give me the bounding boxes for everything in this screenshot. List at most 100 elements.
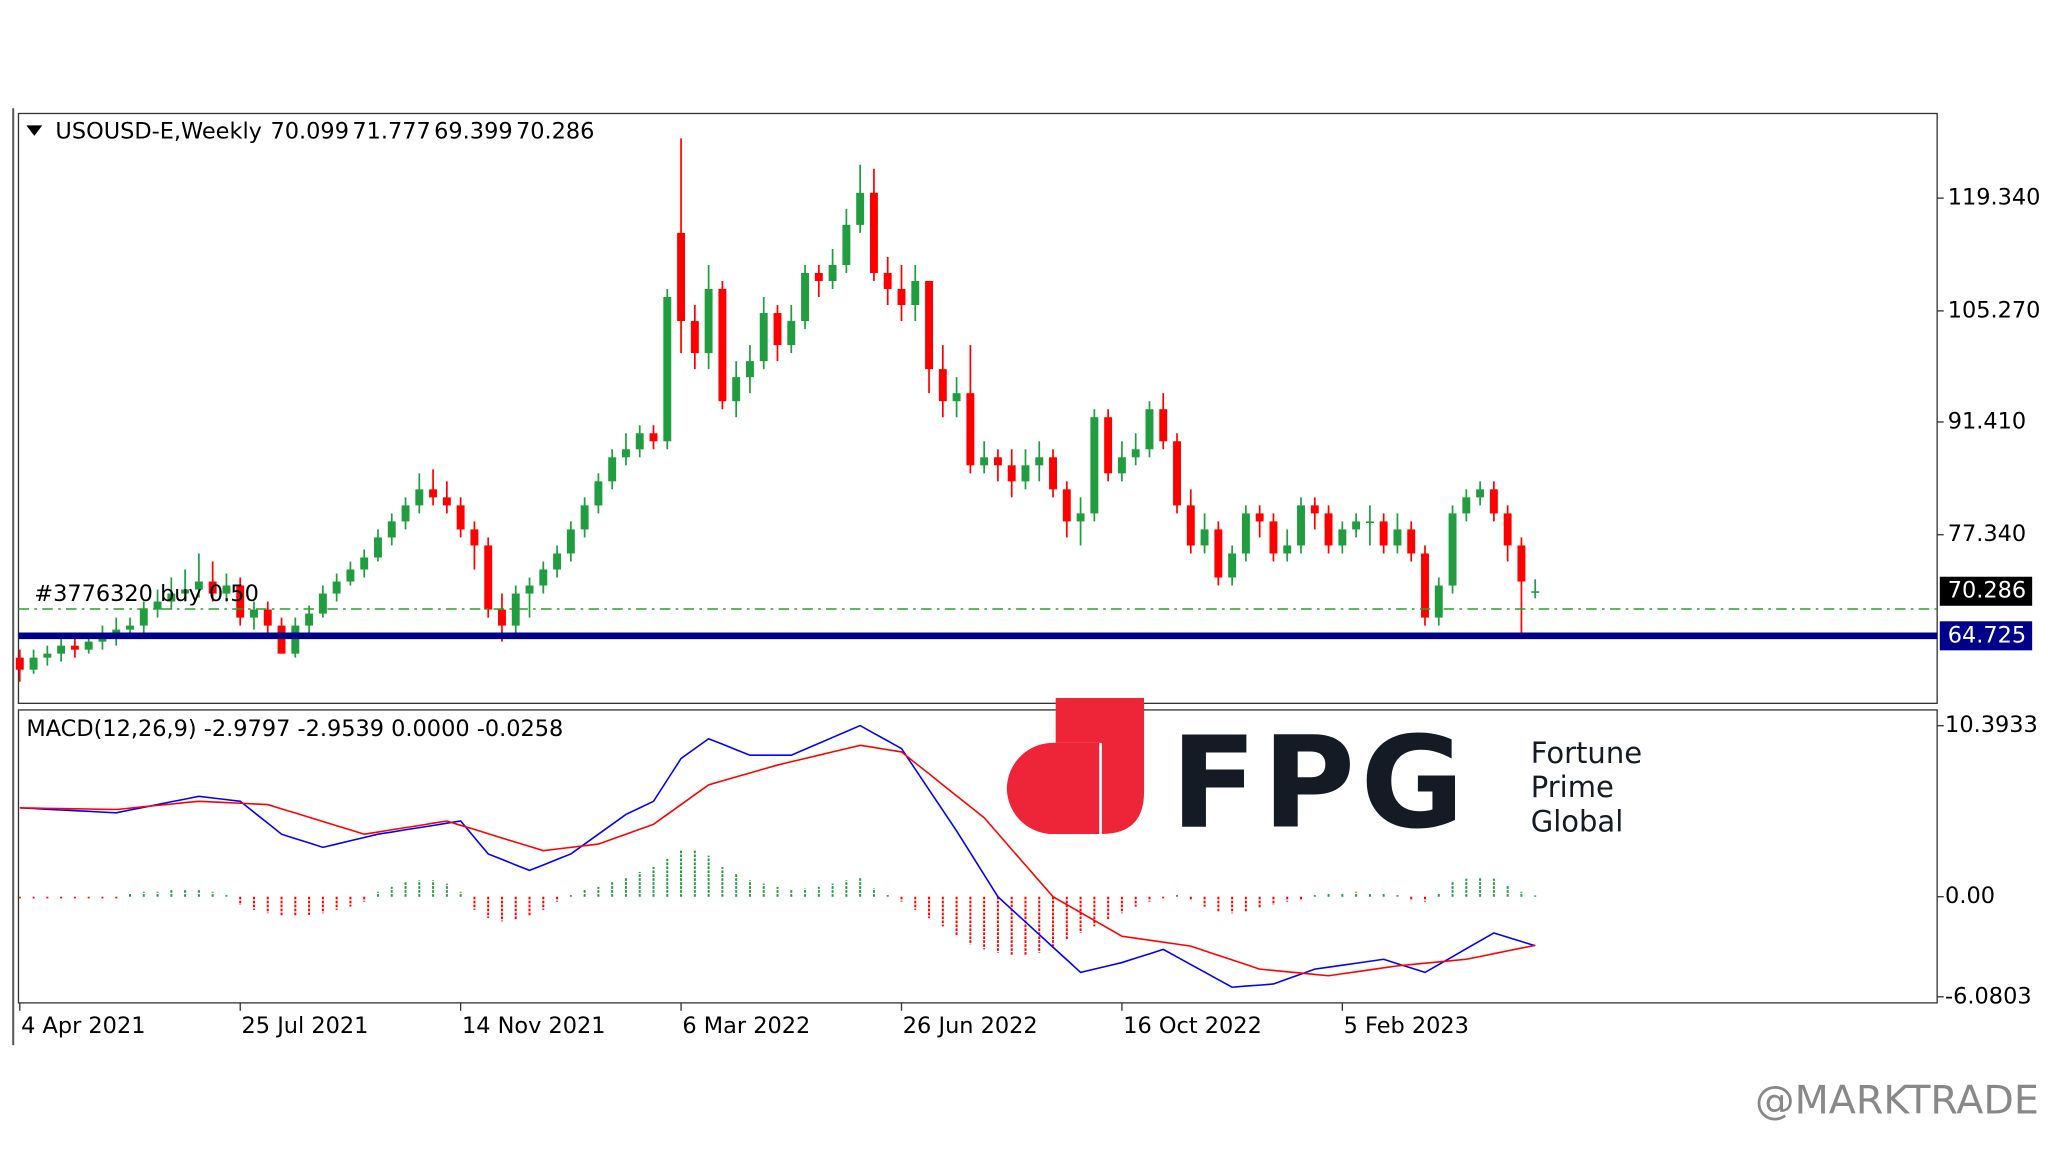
candle-body	[1214, 529, 1223, 578]
candle-body	[1503, 513, 1512, 546]
candle-body	[1062, 489, 1071, 522]
candle-body	[70, 645, 79, 650]
candle-body	[580, 505, 589, 530]
candle-body	[1365, 521, 1374, 523]
x-tick-label: 25 Jul 2021	[242, 1013, 369, 1039]
candle-body	[814, 272, 823, 281]
candle-body	[84, 641, 93, 650]
macd-line	[19, 724, 1536, 989]
candle-body	[980, 457, 989, 466]
candle-body	[883, 272, 892, 289]
y-tick-label: 105.270	[1948, 297, 2041, 323]
x-tick-label: 4 Apr 2021	[21, 1013, 145, 1039]
candle-body	[608, 457, 617, 482]
candle-body	[745, 361, 754, 378]
candle-body	[1269, 521, 1278, 554]
candle-body	[360, 557, 369, 570]
candle-body	[869, 192, 878, 273]
macd-line	[19, 744, 1536, 977]
candle-body	[442, 497, 451, 506]
y-tick-label: 10.3933	[1945, 712, 2038, 738]
candle-body	[98, 637, 107, 642]
logo: FPG Fortune Prime Global	[1006, 698, 1642, 856]
candle-body	[1090, 417, 1099, 514]
candle-body	[1310, 505, 1319, 514]
candle-body	[594, 481, 603, 506]
macd-panel	[17, 709, 1938, 1004]
candle-body	[291, 625, 300, 654]
candle-body	[29, 657, 38, 670]
candle-body	[1352, 521, 1361, 530]
candle-body	[305, 613, 314, 626]
candle-body	[1476, 489, 1485, 498]
candle-body	[1489, 489, 1498, 514]
candle-body	[387, 521, 396, 538]
candle-body	[1283, 545, 1292, 554]
candle-body	[470, 529, 479, 546]
order-label: #3776320 buy 0.50	[34, 581, 259, 607]
candle-body	[842, 224, 851, 265]
candle-body	[635, 433, 644, 450]
candle-body	[525, 585, 534, 594]
candle-body	[1241, 513, 1250, 554]
candle-body	[732, 377, 741, 402]
level-label: 64.725	[1948, 622, 2026, 648]
candle-body	[208, 581, 217, 594]
candle-body	[897, 288, 906, 306]
candle-body	[1338, 529, 1347, 546]
candle-body	[566, 529, 575, 554]
candle-body	[1448, 513, 1457, 586]
candle-body	[126, 625, 134, 630]
candle-body	[222, 585, 231, 594]
candle-body	[966, 393, 975, 466]
candle-body	[1379, 521, 1388, 546]
y-tick-label: 91.410	[1948, 408, 2026, 434]
candle-body	[346, 569, 355, 582]
candle-body	[236, 585, 245, 618]
candle-body	[690, 321, 699, 354]
x-tick-label: 5 Feb 2023	[1344, 1013, 1469, 1039]
candle-body	[511, 593, 520, 626]
candle-body	[1517, 545, 1526, 582]
candle-body	[181, 589, 190, 594]
logo-line: Prime	[1531, 770, 1614, 804]
candle-body	[318, 593, 327, 614]
candle-body	[374, 537, 382, 558]
candle-body	[167, 593, 176, 602]
candle-body	[828, 264, 837, 281]
level-box	[1939, 621, 2033, 651]
candle-body	[57, 645, 66, 654]
candle-body	[1200, 529, 1209, 546]
candle-body	[1421, 553, 1429, 618]
logo-mark-top	[1055, 698, 1145, 834]
y-tick-label: -6.0803	[1945, 983, 2032, 1009]
y-tick-label: 77.340	[1948, 521, 2026, 547]
candle-body	[925, 280, 934, 370]
logo-text: FPG	[1170, 708, 1469, 856]
candle-body	[1393, 529, 1402, 546]
ohlc-low: 69.399	[434, 118, 512, 144]
logo-line: Fortune	[1531, 736, 1642, 770]
candle-body	[1035, 457, 1044, 466]
candle-body	[277, 625, 286, 654]
candle-body	[1407, 529, 1416, 554]
candle-body	[539, 569, 548, 586]
candle-body	[1007, 465, 1016, 482]
candle-body	[429, 489, 438, 498]
ohlc-high: 71.777	[352, 118, 430, 144]
candle-body	[911, 280, 920, 306]
candle-body	[401, 505, 410, 522]
candle-body	[139, 609, 148, 626]
last-price-label: 70.286	[1948, 578, 2026, 604]
symbol-title: USOUSD-E,Weekly	[55, 118, 262, 144]
candle-body	[456, 505, 465, 530]
logo-mark-bottom	[1006, 742, 1100, 835]
x-tick-label: 14 Nov 2021	[462, 1013, 606, 1039]
ohlc-open: 70.099	[271, 118, 349, 144]
candle-body	[1049, 457, 1057, 490]
candle-body	[773, 313, 782, 346]
candle-body	[1117, 457, 1126, 474]
candle-body	[250, 609, 258, 618]
